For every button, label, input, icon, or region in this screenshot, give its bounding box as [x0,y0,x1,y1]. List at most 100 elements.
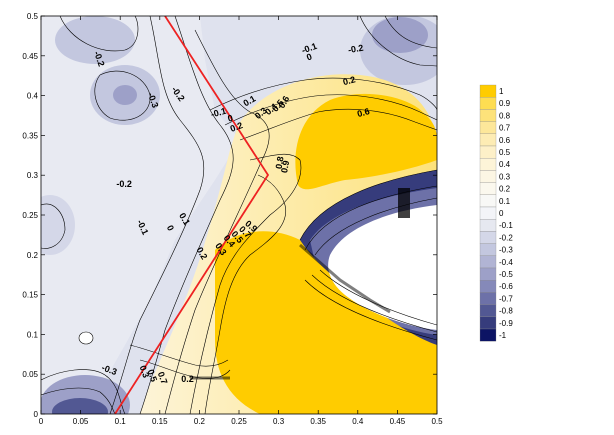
colorbar-label-6: 0.4 [499,160,511,169]
y-tick-label-10: 0.5 [27,12,39,21]
contour-label-3: -0.2 [116,179,132,189]
y-tick-label-8: 0.4 [27,92,39,101]
colorbar-swatch-7 [479,170,497,183]
y-tick-label-3: 0.15 [22,291,38,300]
contour-label-18: 0.9 [279,160,291,174]
contour-label-17: 0.8 [274,156,286,170]
region-lobe-upper [295,93,437,190]
y-tick-label-1: 0.05 [22,370,38,379]
contour-label-29: 0.3 [138,364,152,379]
colorbar-swatch-5 [479,145,497,159]
x-tick-label-2: 0.1 [115,417,127,426]
colorbar-swatch-2 [479,109,497,122]
region-lobe-lower [215,231,437,414]
x-tick-label-8: 0.4 [352,417,364,426]
y-tick-label-9: 0.45 [22,52,38,61]
colorbar-swatch-9 [479,194,497,208]
colorbar-label-9: 0.1 [499,197,511,206]
x-tick-label-1: 0.05 [73,417,89,426]
colorbar-label-8: 0.2 [499,185,511,194]
colorbar-swatch-10 [479,206,497,220]
colorbar-label-7: 0.3 [499,172,511,181]
colorbar-label-16: -0.6 [499,282,513,291]
x-tick-label-9: 0.45 [390,417,406,426]
contour-label-28: -0.3 [100,362,118,377]
y-axis: 0 0.05 0.1 0.15 0.2 0.25 0.3 0.35 0.4 0.45 0.5 [22,12,437,419]
colorbar-label-12: -0.2 [499,233,513,242]
contour-label-8: 0.6 [356,106,371,119]
contour-label-12: 0.2 [229,120,244,134]
red-trajectory-line [114,16,270,414]
colorbar-label-10: 0 [499,209,504,218]
colorbar-swatch-6 [479,158,497,171]
contour-label-4: -0.1 [300,41,318,56]
colorbar-label-15: -0.5 [499,270,513,279]
colorbar-label-17: -0.7 [499,294,513,303]
contour-label-5: 0 [305,51,313,62]
region-light-band [41,16,240,414]
colorbar-label-0: 1 [499,87,504,96]
colorbar-swatch-8 [479,182,497,195]
colorbar-label-5: 0.5 [499,148,511,157]
x-tick-label-10: 0.5 [431,417,443,426]
y-tick-label-5: 0.25 [22,211,38,220]
colorbar-swatch-1 [479,97,497,110]
x-tick-label-0: 0 [39,417,44,426]
colorbar-swatch-13 [479,243,497,256]
colorbar-swatch-14 [479,255,497,269]
x-tick-label-7: 0.35 [310,417,326,426]
colorbar-legend: 1 0.9 0.8 0.7 0.6 0.5 0.4 0.3 0.2 0.1 0 -0.1 -0.2 -0.… [479,84,513,342]
x-tick-label-5: 0.25 [231,417,247,426]
colorbar-swatch-16 [479,280,497,293]
colorbar-label-20: -1 [499,331,507,340]
colorbar-swatch-18 [479,304,497,317]
contour-label-20: 0 [165,224,176,233]
plot-field: -0.2-0.3 -0.2-0.2-0.10-0.20.20.6-0.1 00.10… [41,16,437,414]
contour-label-cluster [190,188,410,380]
colorbar-swatch-4 [479,133,497,147]
contour-label-6: -0.2 [347,43,364,56]
colorbar-label-3: 0.7 [499,124,511,133]
contour-labels: -0.2-0.3 -0.2-0.2-0.10-0.20.20.6-0.1 00.10… [92,41,371,386]
x-tick-label-6: 0.3 [273,417,285,426]
region-blob-bottom-left-core [52,398,108,414]
region-bubble [78,331,94,345]
colorbar-label-18: -0.8 [499,307,513,316]
colorbar-swatch-11 [479,219,497,232]
colorbar-label-14: -0.4 [499,258,513,267]
colorbar-label-4: 0.6 [499,136,511,145]
x-tick-label-4: 0.2 [194,417,206,426]
contour-label-30: 0.5 [145,368,159,383]
y-tick-label-0: 0 [34,410,39,419]
colorbar-label-13: -0.3 [499,246,513,255]
contour-label-7: 0.2 [342,74,357,87]
y-tick-label-4: 0.2 [27,251,39,260]
colorbar-label-11: -0.1 [499,221,513,230]
colorbar-swatch-17 [479,292,497,305]
region-blob-top-left [55,16,135,64]
contour-label-9: -0.1 [210,106,228,120]
contour-label-0: -0.2 [92,50,107,68]
colorbar-swatch-12 [479,231,497,244]
contour-label-10: 0 [227,113,234,124]
region-blob-left-edge [41,195,75,255]
colorbar-label-2: 0.8 [499,111,511,120]
contour-label-31: 0.7 [156,370,170,385]
region-blob-mid-left-core [113,85,137,105]
colorbar-label-1: 0.9 [499,99,511,108]
x-tick-label-3: 0.15 [152,417,168,426]
colorbar-swatch-3 [479,121,497,134]
contour-label-1: -0.3 [146,91,161,109]
y-tick-label-7: 0.35 [22,131,38,140]
region-cutout [328,205,437,330]
y-tick-label-6: 0.3 [27,171,39,180]
colorbar-swatch-15 [479,267,497,281]
y-tick-label-2: 0.1 [27,330,39,339]
colorbar-swatch-19 [479,316,497,330]
colorbar-label-19: -0.9 [499,319,513,328]
colorbar-swatch-20 [479,328,497,342]
contour-label-32: 0.2 [181,374,194,384]
x-axis: 0 0.05 0.1 0.15 0.2 0.25 0.3 0.35 0.4 0.45 0.5 [39,16,443,426]
colorbar-swatch-0 [479,84,497,98]
